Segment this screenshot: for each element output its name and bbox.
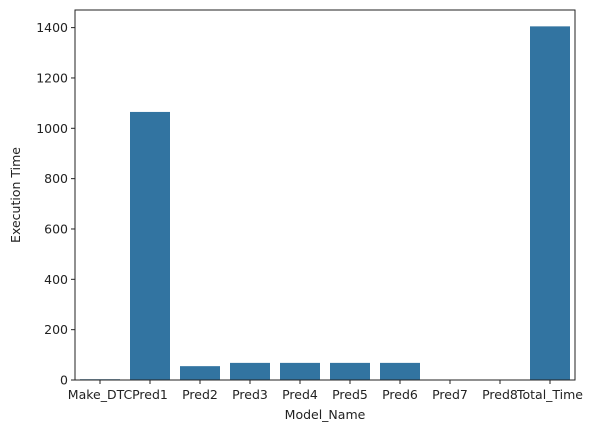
bar-pred5 <box>330 362 370 380</box>
x-tick-label: Pred1 <box>132 387 168 402</box>
y-tick-label: 800 <box>44 171 68 186</box>
x-tick-label: Pred8 <box>482 387 518 402</box>
bar-pred2 <box>180 366 220 380</box>
y-tick-label: 400 <box>44 272 68 287</box>
bars-group <box>80 26 570 381</box>
x-tick-label: Total_Time <box>516 387 583 402</box>
x-tick-label: Pred4 <box>282 387 318 402</box>
x-axis-label: Model_Name <box>285 407 366 422</box>
bar-pred3 <box>230 362 270 380</box>
y-tick-label: 1000 <box>36 121 68 136</box>
y-tick-label: 1200 <box>36 70 68 85</box>
y-tick-label: 200 <box>44 322 68 337</box>
bar-pred4 <box>280 362 320 380</box>
x-tick-label: Pred5 <box>332 387 368 402</box>
y-tick-label: 600 <box>44 221 68 236</box>
x-axis-ticks: Make_DTC Pred1 Pred2 Pred3 Pred4 Pred5 Pred6 Pr… <box>68 380 583 402</box>
x-tick-label: Pred2 <box>182 387 218 402</box>
x-tick-label: Pred6 <box>382 387 418 402</box>
bar-total-time <box>530 26 570 381</box>
y-axis-label: Execution Time <box>8 147 23 243</box>
y-tick-label: 1400 <box>36 20 68 35</box>
y-tick-label: 0 <box>60 373 68 388</box>
bar-pred6 <box>380 362 420 380</box>
bar-pred1 <box>130 111 170 380</box>
x-tick-label: Pred7 <box>432 387 468 402</box>
plot-frame <box>74 9 576 381</box>
x-tick-label: Make_DTC <box>68 387 133 402</box>
x-tick-label: Pred3 <box>232 387 268 402</box>
y-axis-ticks: 0 200 400 600 800 1000 1200 1400 <box>36 20 75 388</box>
